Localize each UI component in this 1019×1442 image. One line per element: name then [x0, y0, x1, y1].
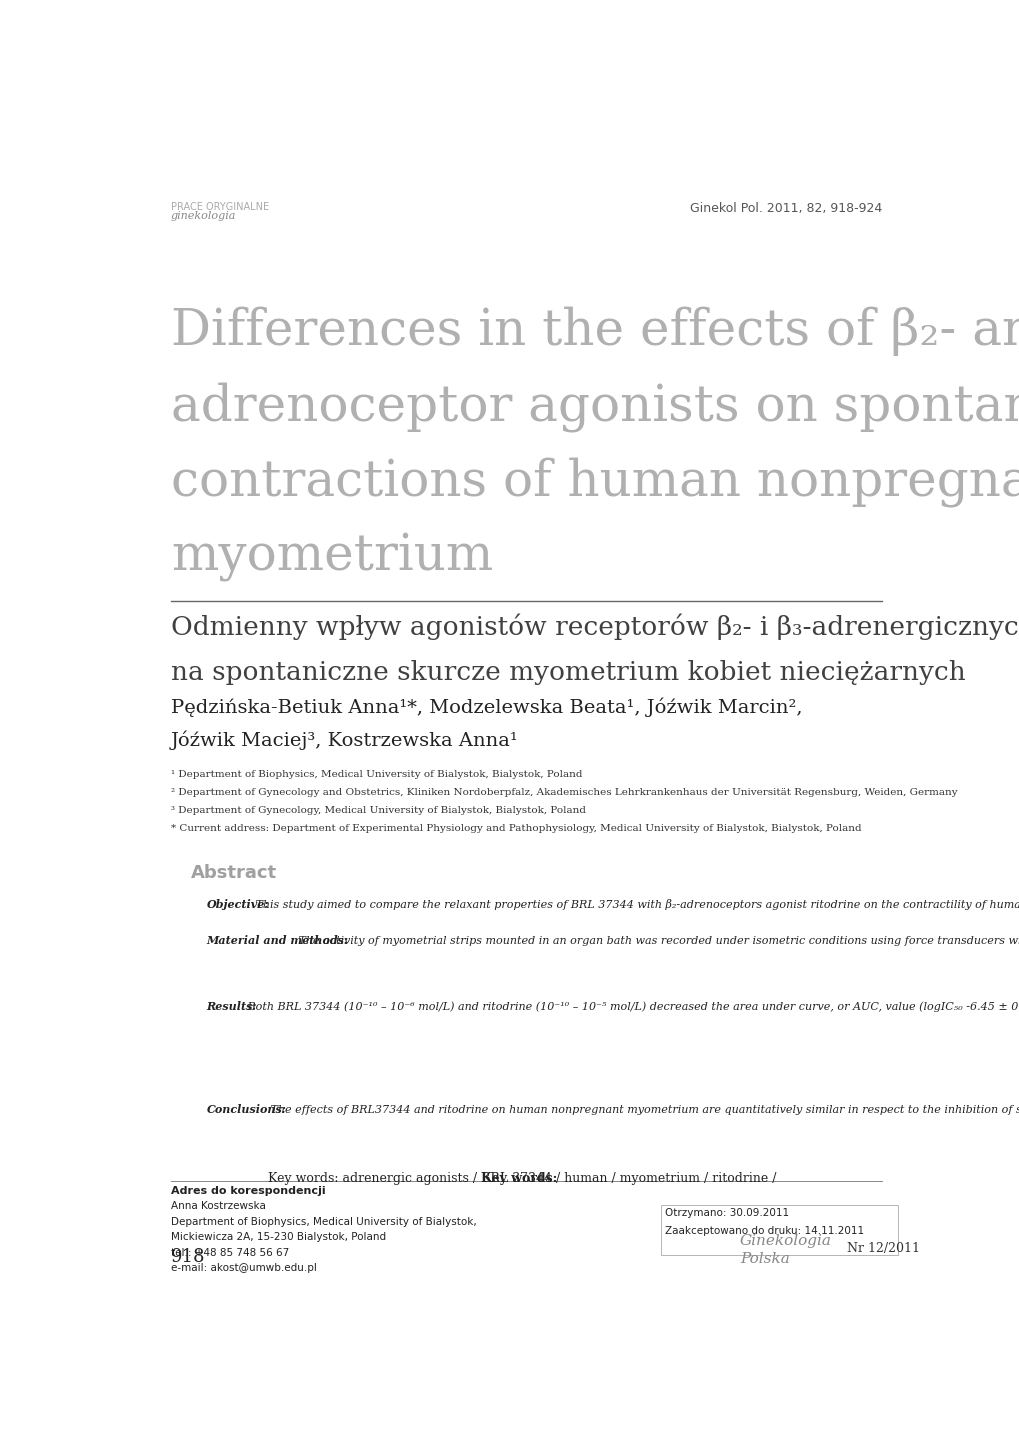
Text: Abstract: Abstract	[191, 864, 276, 881]
Text: Results:: Results:	[206, 1001, 257, 1012]
Text: ginekologia: ginekologia	[171, 211, 236, 221]
Text: Anna Kostrzewska: Anna Kostrzewska	[171, 1201, 266, 1211]
Text: The effects of BRL37344 and ritodrine on human nonpregnant myometrium are quanti: The effects of BRL37344 and ritodrine on…	[266, 1103, 1019, 1115]
Text: PRACE ORYGINALNE: PRACE ORYGINALNE	[171, 202, 269, 212]
Text: The activity of myometrial strips mounted in an organ bath was recorded under is: The activity of myometrial strips mounte…	[294, 934, 1019, 946]
Text: Mickiewicza 2A, 15-230 Bialystok, Poland: Mickiewicza 2A, 15-230 Bialystok, Poland	[171, 1233, 386, 1243]
Text: na spontaniczne skurcze myometrium kobiet nieciężarnych: na spontaniczne skurcze myometrium kobie…	[171, 660, 965, 685]
Text: * Current address: Department of Experimental Physiology and Pathophysiology, Me: * Current address: Department of Experim…	[171, 823, 861, 832]
Text: Otrzymano: 30.09.2011: Otrzymano: 30.09.2011	[664, 1208, 789, 1218]
Text: Zaakceptowano do druku: 14.11.2011: Zaakceptowano do druku: 14.11.2011	[664, 1226, 863, 1236]
Bar	[660, 1204, 898, 1255]
Text: Pędzińska-Betiuk Anna¹*, Modzelewska Beata¹, Jóźwik Marcin²,: Pędzińska-Betiuk Anna¹*, Modzelewska Bea…	[171, 696, 802, 717]
Text: contractions of human nonpregnant: contractions of human nonpregnant	[171, 457, 1019, 508]
Text: Odmienny wpływ agonistów receptorów β₂- i β₃-adrenergicznych: Odmienny wpływ agonistów receptorów β₂- …	[171, 614, 1019, 640]
Text: Differences in the effects of β₂- and β₃-: Differences in the effects of β₂- and β₃…	[171, 306, 1019, 356]
Text: Adres do korespondencji: Adres do korespondencji	[171, 1185, 325, 1195]
Text: Ginekologia: Ginekologia	[740, 1234, 832, 1247]
Text: Objective:: Objective:	[206, 900, 269, 910]
Text: Nr 12/2011: Nr 12/2011	[846, 1242, 919, 1255]
Text: Polska: Polska	[740, 1252, 790, 1266]
Text: Jóźwik Maciej³, Kostrzewska Anna¹: Jóźwik Maciej³, Kostrzewska Anna¹	[171, 731, 519, 750]
Text: Key words: adrenergic agonists / BRL 37344 / human / myometrium / ritodrine /: Key words: adrenergic agonists / BRL 373…	[268, 1172, 776, 1185]
Text: 918: 918	[171, 1247, 205, 1266]
Text: tel.: +48 85 748 56 67: tel.: +48 85 748 56 67	[171, 1247, 289, 1257]
Text: Material and methods:: Material and methods:	[206, 934, 348, 946]
Text: Department of Biophysics, Medical University of Bialystok,: Department of Biophysics, Medical Univer…	[171, 1217, 476, 1227]
Text: Both BRL 37344 (10⁻¹⁰ – 10⁻⁶ mol/L) and ritodrine (10⁻¹⁰ – 10⁻⁵ mol/L) decreased: Both BRL 37344 (10⁻¹⁰ – 10⁻⁶ mol/L) and …	[245, 1001, 1019, 1012]
Text: ³ Department of Gynecology, Medical University of Bialystok, Bialystok, Poland: ³ Department of Gynecology, Medical Univ…	[171, 806, 585, 815]
Text: adrenoceptor agonists on spontaneous: adrenoceptor agonists on spontaneous	[171, 382, 1019, 431]
Text: Ginekol Pol. 2011, 82, 918-924: Ginekol Pol. 2011, 82, 918-924	[690, 202, 881, 215]
Text: ² Department of Gynecology and Obstetrics, Kliniken Nordoberpfalz, Akademisches : ² Department of Gynecology and Obstetric…	[171, 789, 957, 797]
Text: This study aimed to compare the relaxant properties of BRL 37344 with β₂-adrenoc: This study aimed to compare the relaxant…	[252, 900, 1019, 910]
Text: Conclusions:: Conclusions:	[206, 1103, 286, 1115]
Text: myometrium: myometrium	[171, 532, 493, 583]
Text: ¹ Department of Biophysics, Medical University of Bialystok, Bialystok, Poland: ¹ Department of Biophysics, Medical Univ…	[171, 770, 582, 780]
Text: Key words:: Key words:	[481, 1172, 557, 1185]
Text: e-mail: akost@umwb.edu.pl: e-mail: akost@umwb.edu.pl	[171, 1263, 317, 1273]
